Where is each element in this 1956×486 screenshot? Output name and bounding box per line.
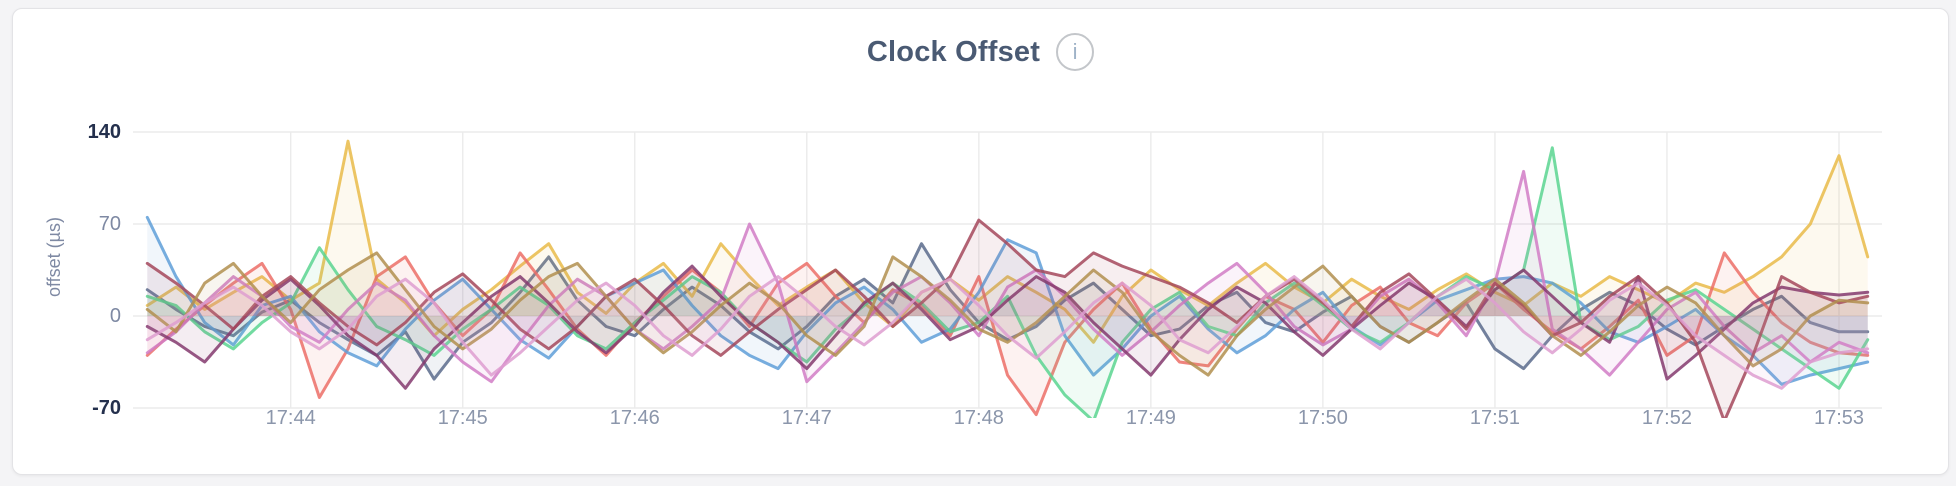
series-area-node-10 (147, 276, 1868, 389)
series-line-node-10 (145, 275, 1870, 390)
x-tick-label: 17:53 (1813, 407, 1865, 429)
clock-offset-card: Clock Offset i offset (µs) 140 70 0 -70 17:… (12, 8, 1949, 475)
y-tick-label: 70 (98, 213, 121, 235)
x-tick-label: 17:52 (1641, 407, 1692, 429)
plot-area[interactable] (133, 96, 1882, 418)
series-line-node-1 (145, 242, 1870, 381)
y-tick-label: 0 (109, 305, 121, 327)
series-area-node-8 (147, 220, 1868, 418)
series-area-node-9 (147, 252, 1868, 376)
x-tick-label: 17:47 (781, 407, 832, 429)
x-tick-label: 17:49 (1125, 407, 1176, 429)
series-area-node-5 (147, 147, 1868, 418)
series-area-node-2 (147, 141, 1868, 343)
chart-title: Clock Offset (866, 35, 1041, 68)
series-line-node-4 (145, 215, 1870, 386)
x-tick-label: 17:50 (1297, 407, 1348, 429)
chart-header: Clock Offset i (13, 33, 1948, 71)
series-area-node-6 (147, 171, 1868, 382)
series-line-node-9 (145, 251, 1870, 377)
y-tick-label: 140 (87, 121, 121, 143)
x-tick-label: 17:51 (1469, 407, 1520, 429)
series-line-node-6 (145, 169, 1870, 384)
y-tick-label: -70 (92, 397, 121, 419)
x-tick-label: 17:44 (265, 407, 316, 429)
x-tick-label: 17:46 (609, 407, 660, 429)
info-icon[interactable]: i (1056, 33, 1095, 71)
x-tick-label: 17:48 (953, 407, 1004, 429)
series-line-node-8 (145, 218, 1870, 418)
x-tick-label: 17:45 (437, 407, 488, 429)
